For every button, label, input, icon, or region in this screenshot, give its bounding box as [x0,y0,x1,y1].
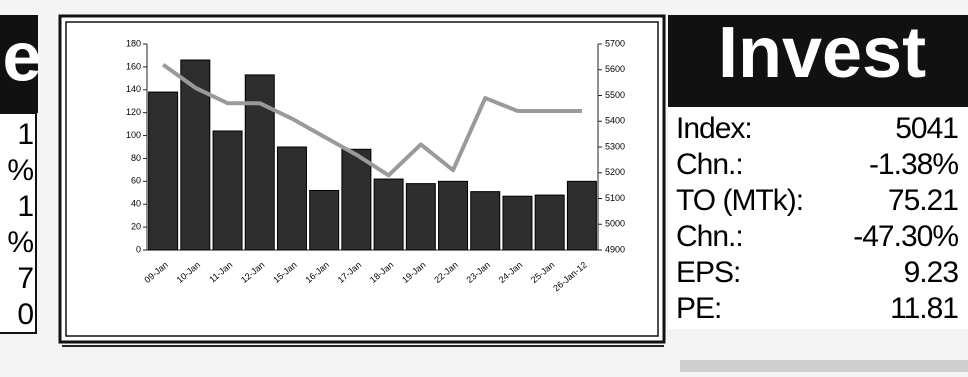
y2-tick-label: 5400 [605,116,625,126]
stat-value: 9.23 [904,256,959,289]
stat-label: Chn.: [676,220,743,253]
y-tick-label: 0 [136,244,141,254]
stat-value: 11.81 [890,292,958,325]
bar [148,91,179,251]
right-box [668,107,968,329]
y-tick-label: 60 [131,176,141,186]
stat-value: 75.21 [888,184,958,217]
bar [212,130,243,251]
line [161,62,582,178]
left-box [0,112,37,334]
stat-value: -47.30% [853,220,958,253]
bar [309,189,340,251]
y2-tick-label: 5500 [605,90,625,100]
left-value: % [7,154,34,187]
y-tick-label: 120 [126,107,141,117]
bar [470,191,501,251]
bar [438,180,469,251]
bar [534,194,565,251]
y2-tick-label: 5100 [605,193,625,203]
y2-tick-label: 5200 [605,167,625,177]
y2-tick-label: 5700 [605,38,625,48]
stat-label: Index: [676,112,752,145]
left-heading-bg [0,15,38,113]
right-heading-bg [668,15,968,107]
y-tick-label: 140 [126,84,141,94]
y-tick-label: 40 [131,199,141,209]
bar [341,148,372,251]
left-value: 1 [17,118,34,151]
bar [373,178,404,251]
y2-tick-label: 5600 [605,64,625,74]
bar [502,195,533,251]
stat-label: EPS: [676,256,740,289]
chart-inner-frame [65,21,659,337]
y-tick-label: 20 [131,221,141,231]
y-tick-label: 80 [131,153,141,163]
bar [405,183,436,251]
left-value: % [7,226,34,259]
left-value: 7 [17,262,34,295]
y-tick-label: 100 [126,130,141,140]
stat-value: -1.38% [869,148,958,181]
left-value: 0 [17,298,34,331]
stat-label: PE: [676,292,721,325]
bar [566,180,597,251]
y2-tick-label: 5000 [605,219,625,229]
stat-value: 5041 [895,112,958,145]
stat-label: TO (MTk): [676,184,803,217]
left-heading: e [3,17,42,95]
left-value: 1 [17,190,34,223]
stat-label: Chn.: [676,148,743,181]
y2-tick-label: 4900 [605,244,625,254]
bar [244,74,275,251]
y-tick-label: 160 [126,61,141,71]
gray-bar [680,360,968,374]
y2-tick-label: 5300 [605,141,625,151]
y-tick-label: 180 [126,38,141,48]
bar [276,146,307,251]
right-heading: Invest [718,13,926,93]
